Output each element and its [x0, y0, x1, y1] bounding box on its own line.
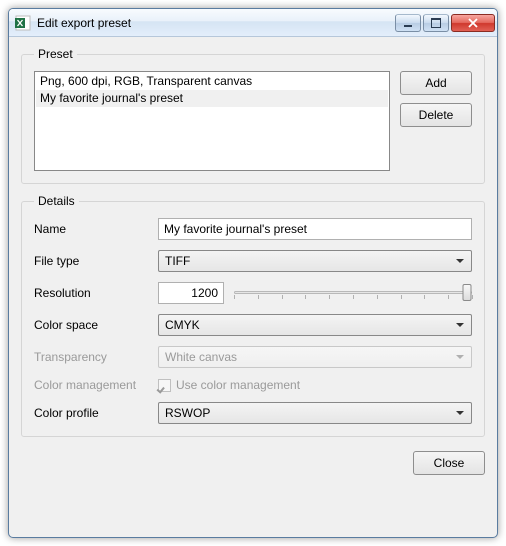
delete-button[interactable]: Delete — [400, 103, 472, 127]
close-button[interactable]: Close — [413, 451, 485, 475]
details-group: Details Name File type TIFF Resolution C… — [21, 194, 485, 437]
preset-group: Preset Png, 600 dpi, RGB, Transparent ca… — [21, 47, 485, 184]
titlebar[interactable]: Edit export preset — [9, 9, 497, 37]
preset-item[interactable]: My favorite journal's preset — [36, 90, 388, 107]
transparency-value: White canvas — [165, 350, 237, 364]
footer: Close — [21, 447, 485, 475]
colorprofile-value: RSWOP — [165, 406, 210, 420]
add-button[interactable]: Add — [400, 71, 472, 95]
window-title: Edit export preset — [37, 16, 393, 30]
app-icon — [15, 15, 31, 31]
name-input[interactable] — [158, 218, 472, 240]
minimize-button[interactable] — [395, 14, 421, 32]
dialog-window: Edit export preset Preset Png, 600 dpi, … — [8, 8, 498, 538]
resolution-slider[interactable] — [234, 282, 472, 304]
filetype-label: File type — [34, 254, 154, 268]
colorprofile-combo[interactable]: RSWOP — [158, 402, 472, 424]
maximize-button[interactable] — [423, 14, 449, 32]
transparency-label: Transparency — [34, 350, 154, 364]
colormgmt-label: Color management — [34, 378, 154, 392]
filetype-value: TIFF — [165, 254, 190, 268]
colormgmt-checkbox-label: Use color management — [176, 378, 300, 392]
colorspace-label: Color space — [34, 318, 154, 332]
preset-legend: Preset — [34, 47, 77, 61]
colorprofile-label: Color profile — [34, 406, 154, 420]
colorspace-combo[interactable]: CMYK — [158, 314, 472, 336]
colorspace-value: CMYK — [165, 318, 200, 332]
preset-listbox[interactable]: Png, 600 dpi, RGB, Transparent canvasMy … — [34, 71, 390, 171]
transparency-combo: White canvas — [158, 346, 472, 368]
colormgmt-checkbox — [158, 379, 171, 392]
client-area: Preset Png, 600 dpi, RGB, Transparent ca… — [9, 37, 497, 537]
preset-item[interactable]: Png, 600 dpi, RGB, Transparent canvas — [36, 73, 388, 90]
resolution-input[interactable] — [158, 282, 224, 304]
filetype-combo[interactable]: TIFF — [158, 250, 472, 272]
slider-thumb[interactable] — [463, 284, 472, 301]
close-window-button[interactable] — [451, 14, 495, 32]
resolution-label: Resolution — [34, 286, 154, 300]
name-label: Name — [34, 222, 154, 236]
details-legend: Details — [34, 194, 79, 208]
